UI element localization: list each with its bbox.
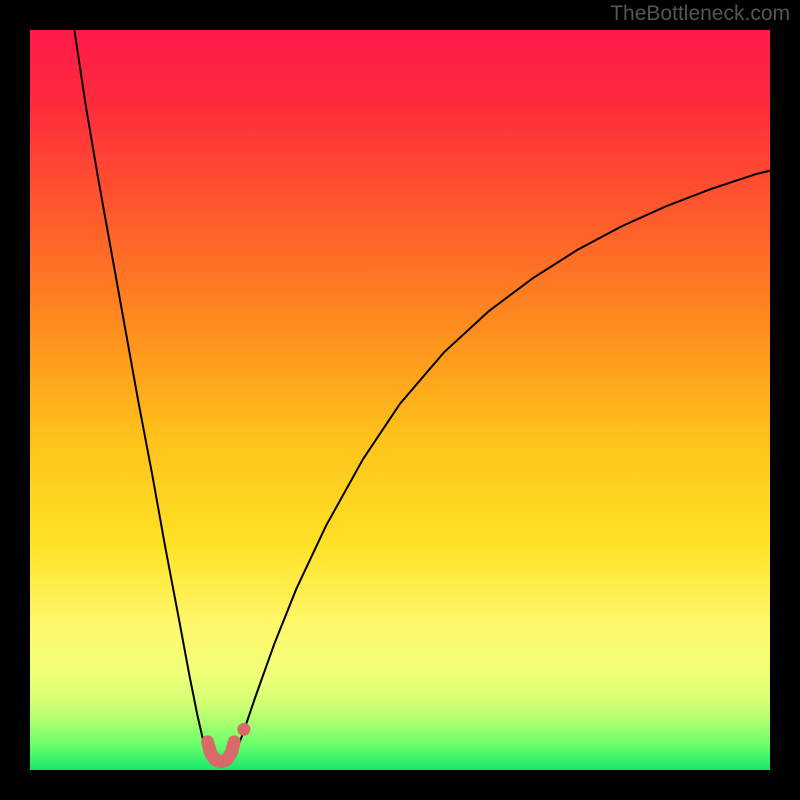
- bottleneck-chart-svg: [0, 0, 800, 800]
- gradient-plot-area: [30, 30, 770, 770]
- watermark-label: TheBottleneck.com: [610, 2, 790, 26]
- chart-stage: TheBottleneck.com: [0, 0, 800, 800]
- dip-dot-marker: [237, 723, 250, 736]
